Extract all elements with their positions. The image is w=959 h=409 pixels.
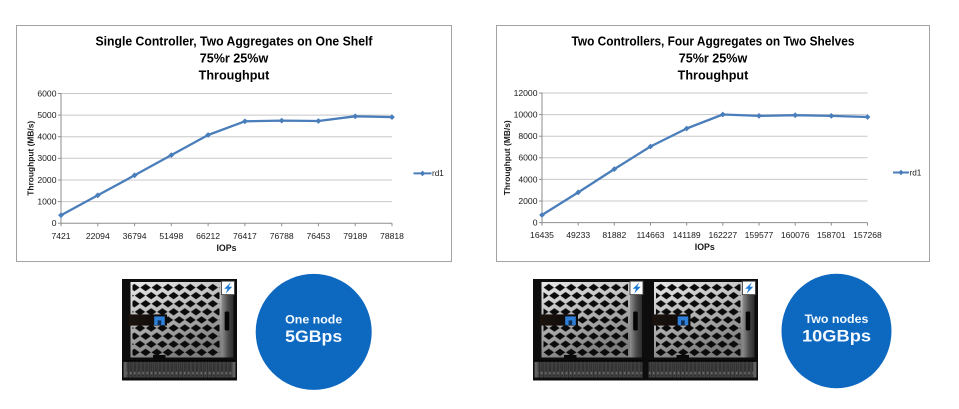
svg-text:162227: 162227 (708, 230, 737, 240)
svg-text:12000: 12000 (514, 88, 538, 98)
svg-text:One node: One node (285, 313, 342, 327)
svg-text:114663: 114663 (636, 230, 664, 240)
svg-text:2000: 2000 (37, 175, 56, 185)
svg-text:76417: 76417 (233, 231, 257, 241)
svg-text:Two Controllers, Four Aggregat: Two Controllers, Four Aggregates on Two … (572, 35, 855, 49)
svg-text:IOPs: IOPs (695, 242, 715, 252)
svg-text:5000: 5000 (37, 110, 56, 120)
svg-text:Throughput: Throughput (199, 69, 270, 83)
svg-text:rd1: rd1 (910, 168, 922, 177)
svg-text:22094: 22094 (86, 231, 110, 241)
svg-text:75%r 25%w: 75%r 25%w (200, 52, 269, 66)
svg-text:1000: 1000 (37, 197, 56, 207)
svg-text:10GBps: 10GBps (802, 327, 871, 345)
svg-text:79189: 79189 (343, 231, 367, 241)
svg-text:4000: 4000 (518, 174, 537, 184)
svg-text:IOPs: IOPs (216, 243, 236, 253)
svg-text:10000: 10000 (514, 110, 538, 120)
svg-text:76453: 76453 (306, 231, 330, 241)
svg-text:81882: 81882 (602, 230, 626, 240)
svg-text:Throughput: Throughput (678, 69, 749, 83)
svg-text:51498: 51498 (159, 231, 183, 241)
svg-text:3000: 3000 (37, 153, 56, 163)
svg-text:159577: 159577 (745, 230, 774, 240)
svg-text:75%r 25%w: 75%r 25%w (679, 52, 748, 66)
svg-text:rd1: rd1 (432, 169, 444, 178)
svg-text:49233: 49233 (566, 230, 590, 240)
svg-text:157268: 157268 (853, 230, 882, 240)
svg-text:Throughput (MB/s): Throughput (MB/s) (26, 121, 36, 196)
svg-text:160076: 160076 (781, 230, 810, 240)
svg-text:16435: 16435 (530, 230, 554, 240)
svg-text:66212: 66212 (196, 231, 220, 241)
svg-text:141189: 141189 (673, 230, 701, 240)
svg-text:Single Controller, Two Aggrega: Single Controller, Two Aggregates on One… (96, 35, 374, 49)
svg-text:36794: 36794 (123, 231, 147, 241)
svg-text:6000: 6000 (37, 88, 56, 98)
svg-text:158701: 158701 (817, 230, 846, 240)
svg-text:0: 0 (52, 218, 57, 228)
svg-text:78818: 78818 (380, 231, 404, 241)
svg-text:4000: 4000 (37, 132, 56, 142)
svg-text:Throughput (MB/s): Throughput (MB/s) (502, 120, 512, 195)
svg-text:2000: 2000 (518, 196, 537, 206)
svg-text:8000: 8000 (518, 131, 537, 141)
svg-text:Two nodes: Two nodes (805, 312, 869, 326)
svg-text:0: 0 (533, 218, 538, 228)
svg-text:6000: 6000 (518, 153, 537, 163)
svg-text:76788: 76788 (270, 231, 294, 241)
svg-text:5GBps: 5GBps (285, 328, 342, 346)
svg-text:7421: 7421 (51, 231, 70, 241)
